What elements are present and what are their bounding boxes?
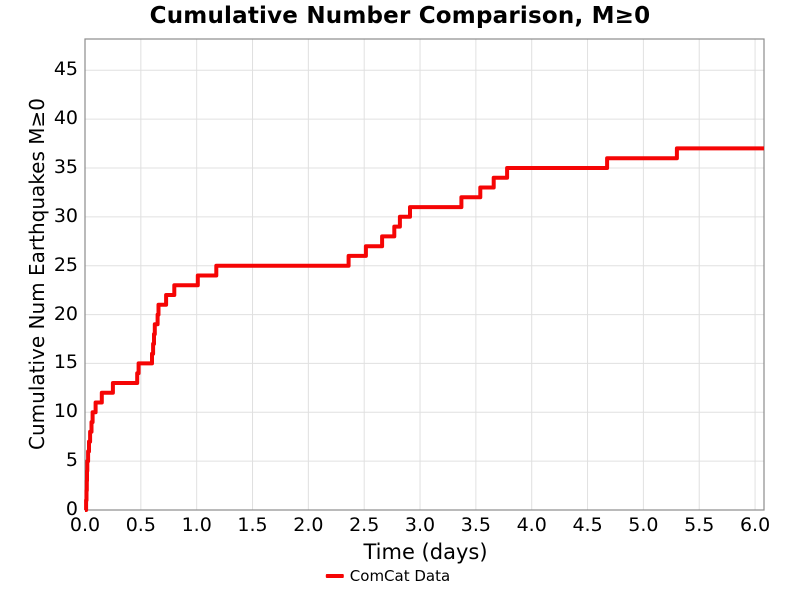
y-tick-label: 25 — [53, 253, 78, 276]
plot-border — [84, 38, 765, 511]
x-tick-label: 4.0 — [516, 514, 547, 536]
y-tick-label: 5 — [65, 449, 78, 472]
x-tick-label: 0.0 — [69, 514, 101, 536]
x-axis-label: Time (days) — [363, 540, 488, 564]
y-tick-label: 30 — [53, 204, 78, 227]
x-tick-label: 1.5 — [237, 514, 268, 536]
x-tick-label: 5.5 — [684, 514, 715, 536]
legend-line-swatch — [325, 574, 344, 578]
chart-title: Cumulative Number Comparison, M≥0 — [149, 3, 651, 29]
gridlines — [84, 39, 764, 511]
x-tick-label: 6.0 — [739, 514, 771, 536]
x-tick-label: 0.5 — [125, 514, 156, 536]
y-tick-label: 20 — [53, 302, 78, 325]
x-tick-label: 3.0 — [404, 514, 436, 536]
x-tick-label: 2.5 — [349, 514, 380, 536]
legend-label: ComCat Data — [349, 567, 451, 585]
x-tick-label: 3.5 — [460, 514, 491, 536]
y-tick-label: 15 — [53, 351, 78, 374]
y-tick-label: 10 — [53, 400, 78, 423]
x-tick-label: 4.5 — [572, 514, 603, 536]
y-tick-label: 40 — [53, 107, 78, 130]
y-tick-label: 35 — [53, 155, 78, 178]
y-tick-label: 45 — [53, 58, 78, 81]
legend: ComCat Data — [325, 567, 451, 585]
series-line-comcat-data — [84, 146, 764, 512]
x-tick-label: 1.0 — [181, 514, 212, 536]
y-tick-label: 0 — [65, 498, 78, 520]
x-tick-label: 5.0 — [628, 514, 659, 536]
x-tick-label: 2.0 — [293, 514, 324, 536]
